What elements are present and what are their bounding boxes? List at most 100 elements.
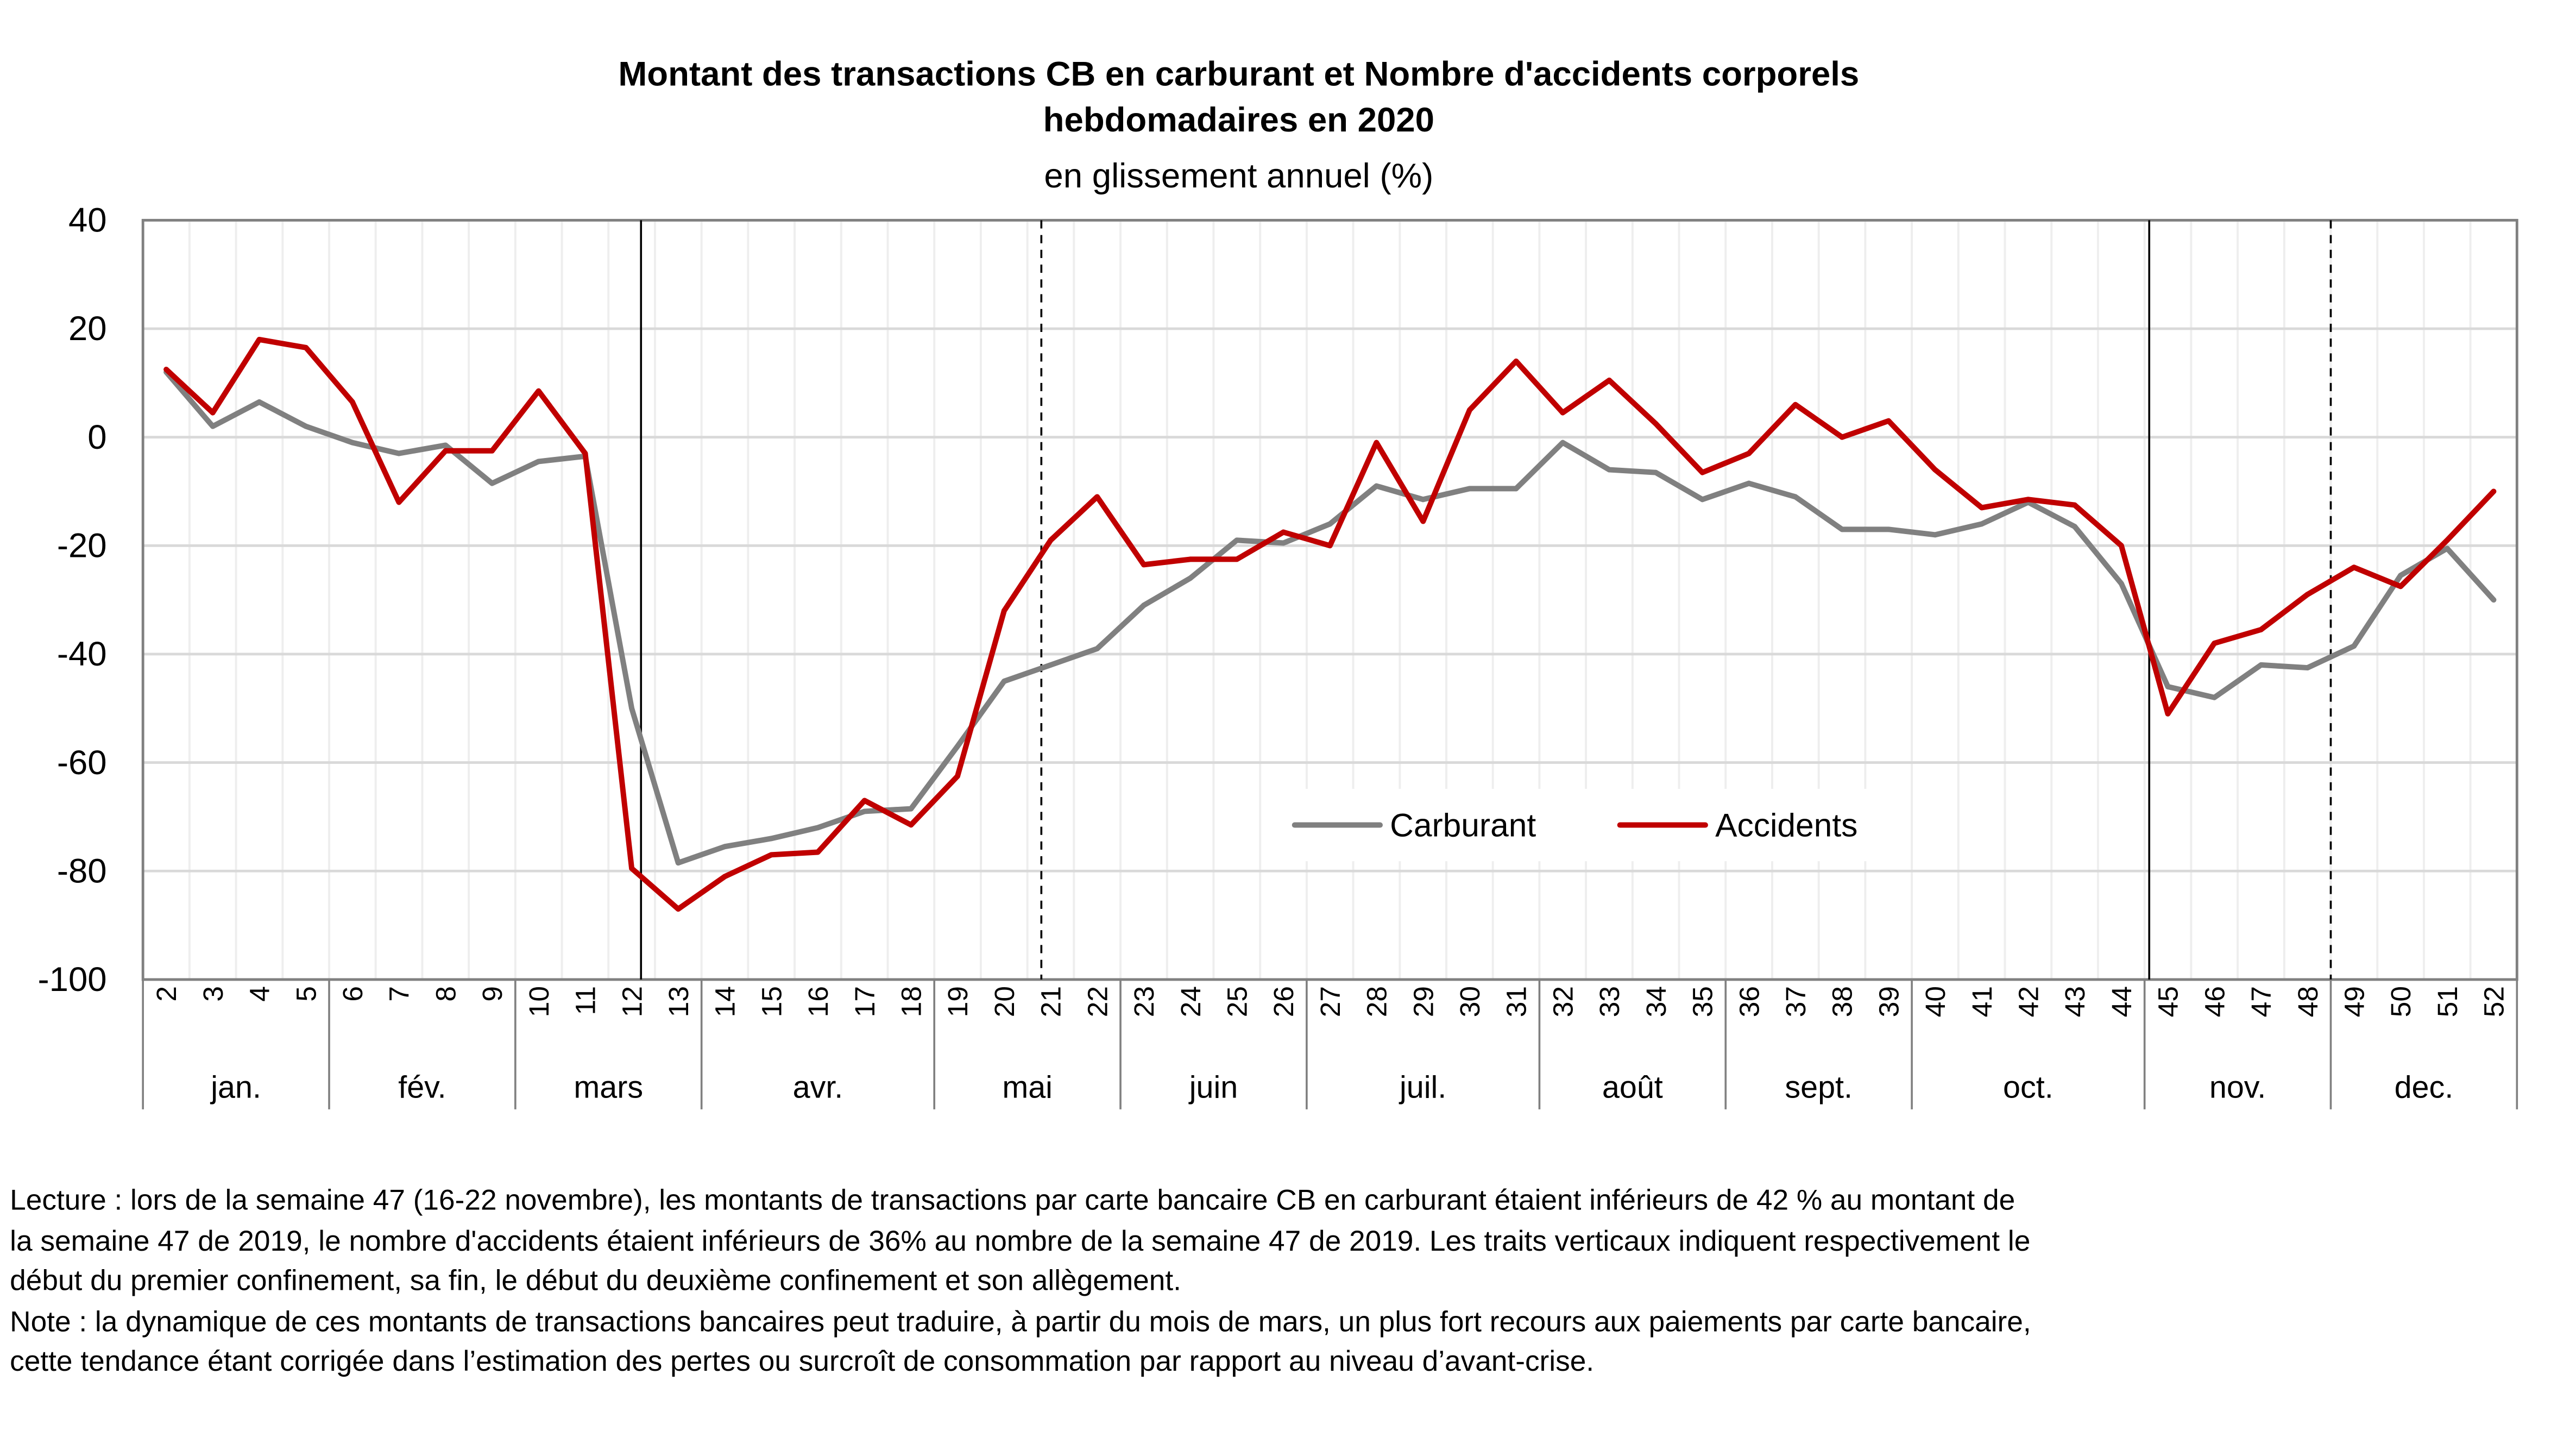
- week-tick-label: 13: [663, 986, 694, 1017]
- week-tick-label: 16: [802, 986, 834, 1017]
- data-point-accidents: [2165, 711, 2171, 717]
- data-point-accidents: [1094, 494, 1100, 500]
- week-tick-label: 8: [430, 986, 461, 1002]
- week-tick-label: 9: [476, 986, 508, 1002]
- month-label: nov.: [2209, 1070, 2266, 1105]
- week-tick-label: 7: [383, 986, 415, 1002]
- data-point-carburant: [489, 480, 495, 486]
- lecture-line: la semaine 47 de 2019, le nombre d'accid…: [10, 1224, 2031, 1257]
- data-point-carburant: [1234, 537, 1240, 543]
- week-tick-label: 31: [1501, 986, 1532, 1017]
- data-point-accidents: [582, 450, 588, 456]
- week-tick-label: 37: [1780, 986, 1811, 1017]
- data-point-carburant: [396, 450, 402, 456]
- data-point-accidents: [1792, 401, 1798, 407]
- data-point-carburant: [2444, 545, 2450, 551]
- data-point-accidents: [722, 874, 728, 880]
- data-point-carburant: [2351, 643, 2357, 649]
- data-point-accidents: [1607, 377, 1612, 383]
- data-point-accidents: [2351, 564, 2357, 570]
- week-tick-label: 4: [244, 986, 275, 1002]
- y-tick-label: -100: [38, 960, 107, 999]
- data-point-carburant: [1513, 486, 1519, 492]
- data-point-carburant: [1187, 575, 1193, 581]
- y-tick-label: -60: [57, 743, 107, 782]
- week-tick-label: 39: [1873, 986, 1904, 1017]
- data-point-accidents: [1839, 434, 1845, 440]
- data-point-carburant: [350, 440, 355, 446]
- week-tick-label: 28: [1361, 986, 1393, 1017]
- data-point-accidents: [1560, 410, 1566, 416]
- week-tick-label: 47: [2245, 986, 2277, 1017]
- week-tick-label: 19: [942, 986, 973, 1017]
- week-tick-label: 52: [2478, 986, 2510, 1017]
- data-point-accidents: [1141, 562, 1147, 568]
- y-tick-label: -20: [57, 526, 107, 564]
- data-point-carburant: [1653, 469, 1659, 475]
- data-point-accidents: [1513, 359, 1519, 364]
- y-tick-label: -80: [57, 851, 107, 890]
- data-point-accidents: [1886, 418, 1892, 424]
- data-point-accidents: [489, 448, 495, 454]
- chart-title-line2: hebdomadaires en 2020: [1043, 102, 1434, 140]
- data-point-accidents: [2491, 488, 2497, 494]
- data-point-carburant: [908, 806, 914, 812]
- data-point-carburant: [629, 705, 634, 711]
- week-tick-label: 38: [1826, 986, 1858, 1017]
- data-point-accidents: [1979, 505, 1985, 511]
- y-tick-label: 20: [68, 309, 107, 348]
- data-point-accidents: [1234, 556, 1240, 562]
- week-tick-label: 6: [337, 986, 368, 1002]
- y-tick-label: 0: [87, 418, 106, 456]
- week-tick-label: 18: [896, 986, 927, 1017]
- data-point-carburant: [1001, 679, 1007, 684]
- data-point-accidents: [396, 499, 402, 505]
- data-point-accidents: [163, 367, 169, 372]
- data-point-carburant: [1607, 467, 1612, 473]
- week-tick-label: 49: [2338, 986, 2370, 1017]
- chart-notes: Lecture : lors de la semaine 47 (16-22 n…: [10, 1180, 2576, 1382]
- week-tick-label: 48: [2292, 986, 2323, 1017]
- data-point-carburant: [1839, 526, 1845, 532]
- data-point-carburant: [1141, 603, 1147, 608]
- data-point-accidents: [2304, 592, 2310, 597]
- data-point-carburant: [1932, 532, 1938, 538]
- week-tick-label: 36: [1733, 986, 1765, 1017]
- data-point-carburant: [1560, 440, 1566, 446]
- week-tick-label: 15: [755, 986, 787, 1017]
- week-tick-label: 34: [1640, 986, 1672, 1017]
- data-point-accidents: [1420, 518, 1426, 524]
- data-point-carburant: [861, 808, 867, 814]
- month-label: oct.: [2003, 1070, 2054, 1105]
- data-point-carburant: [675, 860, 681, 866]
- week-tick-label: 41: [1966, 986, 1998, 1017]
- data-point-carburant: [1979, 521, 1985, 527]
- data-point-accidents: [815, 849, 821, 855]
- week-tick-label: 33: [1594, 986, 1625, 1017]
- week-tick-label: 32: [1547, 986, 1578, 1017]
- data-point-carburant: [1699, 497, 1705, 503]
- lecture-line: début du premier confinement, sa fin, le…: [10, 1264, 1181, 1297]
- data-point-carburant: [955, 743, 960, 749]
- month-label: mai: [1002, 1070, 1053, 1105]
- data-point-accidents: [536, 388, 541, 394]
- week-tick-label: 5: [290, 986, 322, 1002]
- week-tick-label: 51: [2432, 986, 2463, 1017]
- data-point-accidents: [2025, 497, 2031, 503]
- data-point-accidents: [955, 773, 960, 779]
- month-label: fév.: [398, 1070, 446, 1105]
- data-point-accidents: [1327, 543, 1333, 549]
- data-point-accidents: [350, 399, 355, 405]
- month-label: sept.: [1785, 1070, 1853, 1105]
- data-point-carburant: [210, 423, 216, 429]
- week-tick-label: 10: [523, 986, 555, 1017]
- data-point-accidents: [1467, 407, 1472, 413]
- data-point-carburant: [2212, 694, 2218, 700]
- data-point-carburant: [722, 844, 728, 850]
- data-point-accidents: [2398, 584, 2403, 589]
- data-point-carburant: [2165, 684, 2171, 689]
- data-point-accidents: [1932, 467, 1938, 473]
- week-tick-label: 2: [150, 986, 182, 1002]
